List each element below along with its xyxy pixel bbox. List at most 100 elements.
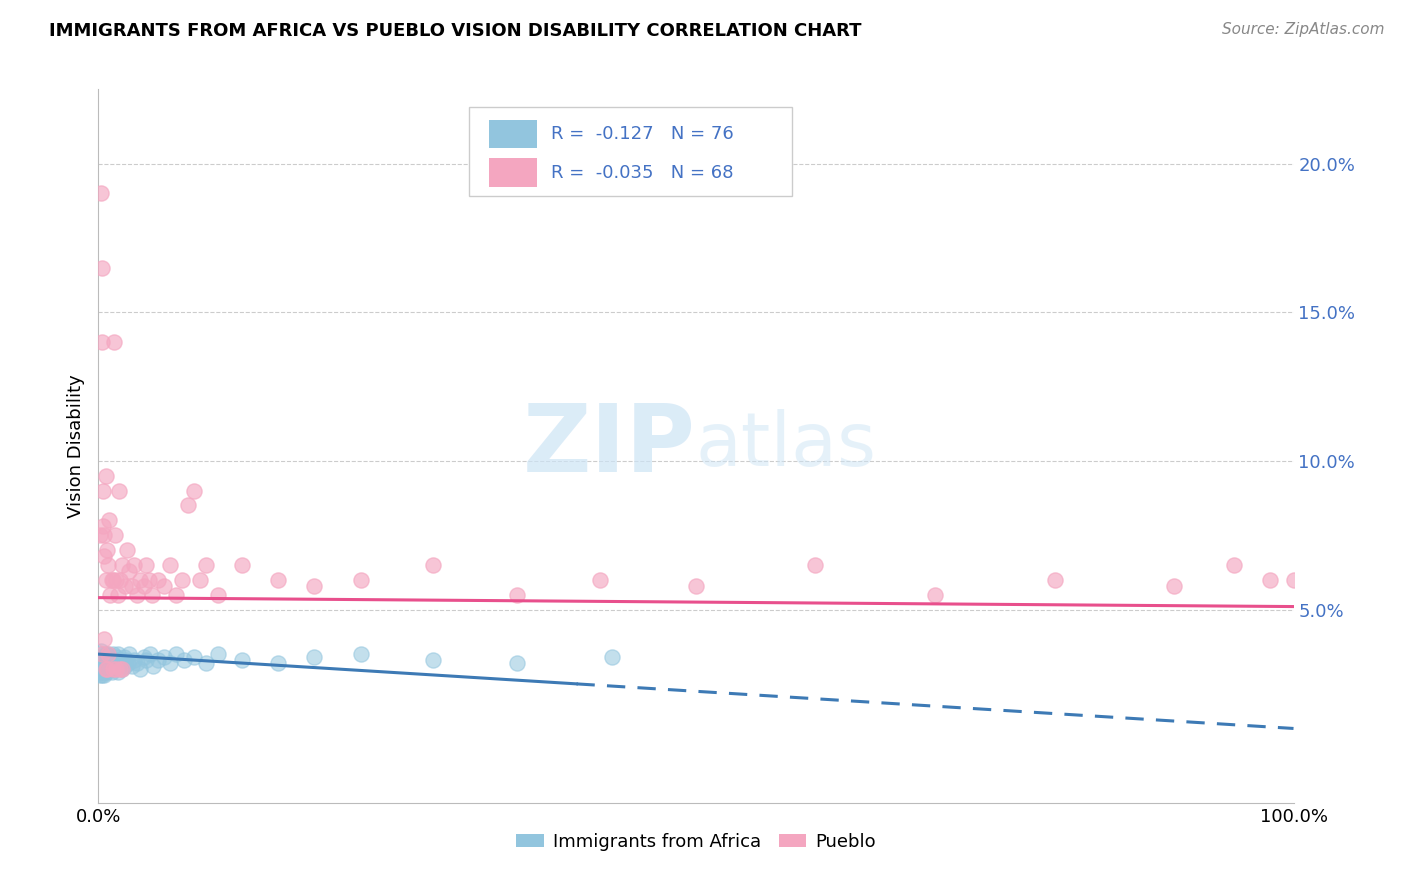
Point xyxy=(101,573,124,587)
Point xyxy=(804,558,827,572)
FancyBboxPatch shape xyxy=(470,107,792,196)
Point xyxy=(91,662,114,676)
Point xyxy=(422,653,444,667)
Point xyxy=(91,650,114,665)
Point xyxy=(103,334,125,349)
Point xyxy=(105,650,128,665)
Point xyxy=(98,659,121,673)
Point xyxy=(91,334,114,349)
Point xyxy=(104,662,127,676)
Point xyxy=(924,588,946,602)
Point xyxy=(124,653,146,667)
Point xyxy=(350,647,373,661)
Point xyxy=(94,662,117,676)
Point xyxy=(148,653,170,667)
Text: R =  -0.035   N = 68: R = -0.035 N = 68 xyxy=(551,164,734,182)
Point xyxy=(94,662,117,676)
Point xyxy=(91,483,114,498)
Point xyxy=(90,644,112,658)
Point xyxy=(132,650,155,665)
Point xyxy=(173,653,195,667)
Point xyxy=(114,579,136,593)
Point xyxy=(135,653,157,667)
Point xyxy=(98,662,122,676)
Point xyxy=(1223,558,1246,572)
Point xyxy=(93,528,115,542)
Point xyxy=(105,662,128,676)
Point xyxy=(90,186,112,201)
Point xyxy=(195,558,218,572)
Point xyxy=(97,647,120,661)
Point xyxy=(207,588,229,602)
Point xyxy=(148,573,170,587)
Point xyxy=(93,549,115,563)
Point xyxy=(1282,573,1305,587)
Point xyxy=(602,650,624,665)
Point xyxy=(94,573,117,587)
Point xyxy=(89,656,111,670)
Point xyxy=(111,558,134,572)
Point xyxy=(111,662,134,676)
Point xyxy=(267,656,290,670)
Point xyxy=(107,653,129,667)
Y-axis label: Vision Disability: Vision Disability xyxy=(66,374,84,518)
Point xyxy=(589,573,612,587)
Point xyxy=(98,656,122,670)
Point xyxy=(350,573,373,587)
Point xyxy=(98,653,121,667)
Point xyxy=(94,659,117,673)
Point xyxy=(108,659,131,673)
Point xyxy=(135,558,157,572)
Point xyxy=(105,573,128,587)
Point xyxy=(98,513,121,527)
Point xyxy=(94,468,117,483)
FancyBboxPatch shape xyxy=(489,120,537,148)
FancyBboxPatch shape xyxy=(489,159,537,187)
Point xyxy=(107,588,129,602)
Point xyxy=(89,528,111,542)
Point xyxy=(207,647,229,661)
Legend: Immigrants from Africa, Pueblo: Immigrants from Africa, Pueblo xyxy=(509,826,883,858)
Text: R =  -0.127   N = 76: R = -0.127 N = 76 xyxy=(551,125,734,143)
Text: atlas: atlas xyxy=(696,409,877,483)
Point xyxy=(96,662,118,676)
Point xyxy=(91,653,114,667)
Point xyxy=(506,588,529,602)
Point xyxy=(100,659,122,673)
Point xyxy=(91,260,114,275)
Point xyxy=(117,656,139,670)
Point xyxy=(142,659,165,673)
Point xyxy=(98,650,122,665)
Point xyxy=(89,647,111,661)
Point xyxy=(91,647,114,661)
Point xyxy=(139,647,162,661)
Point xyxy=(267,573,290,587)
Point xyxy=(153,579,176,593)
Point xyxy=(183,483,205,498)
Point xyxy=(93,656,115,670)
Point xyxy=(111,662,134,676)
Point xyxy=(97,662,120,676)
Point xyxy=(91,519,114,533)
Point xyxy=(1258,573,1281,587)
Point xyxy=(101,662,124,676)
Point xyxy=(91,665,114,679)
Point xyxy=(165,647,187,661)
Point xyxy=(107,665,129,679)
Point xyxy=(93,668,115,682)
Point xyxy=(108,662,131,676)
Point xyxy=(112,650,135,665)
Point xyxy=(103,656,125,670)
Point xyxy=(103,659,125,673)
Point xyxy=(110,656,132,670)
Point xyxy=(121,659,143,673)
Point xyxy=(129,573,152,587)
Point xyxy=(101,653,124,667)
Point xyxy=(177,499,200,513)
Point xyxy=(91,668,114,682)
Text: ZIP: ZIP xyxy=(523,400,696,492)
Point xyxy=(422,558,444,572)
Point xyxy=(188,573,211,587)
Point xyxy=(118,564,141,578)
Point xyxy=(94,647,117,661)
